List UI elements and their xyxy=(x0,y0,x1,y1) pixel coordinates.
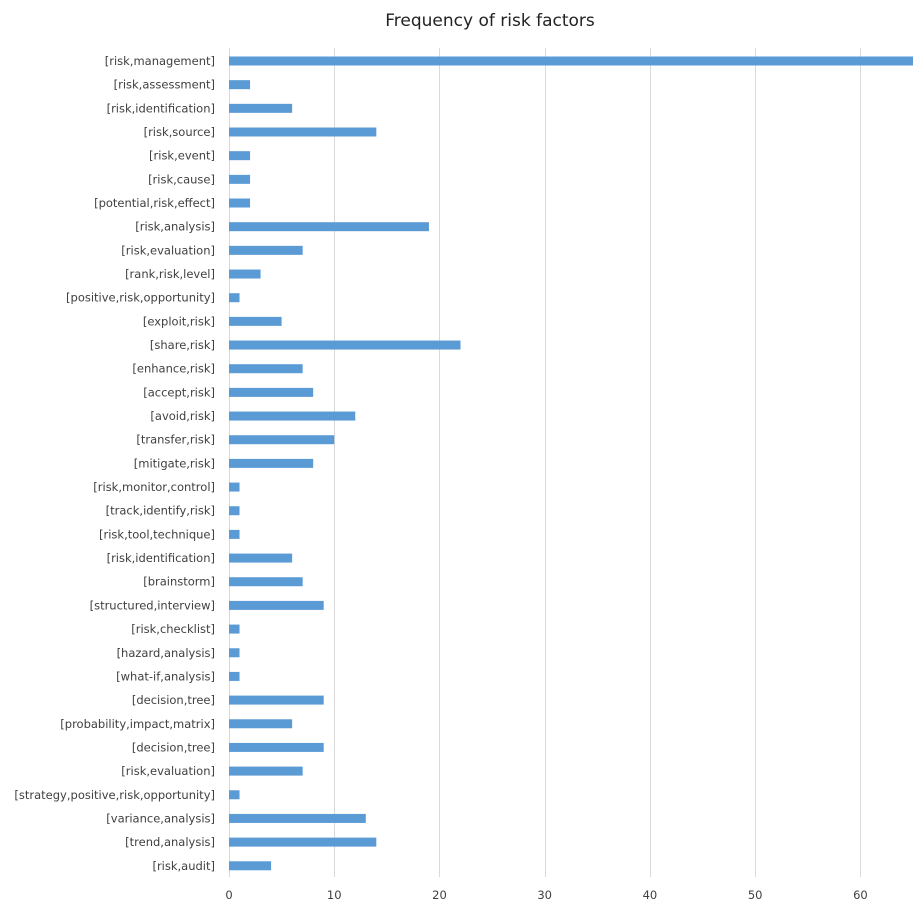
gridlines xyxy=(229,48,861,877)
bar xyxy=(229,458,314,468)
category-label: [risk,checklist] xyxy=(131,622,215,636)
bar xyxy=(229,198,251,208)
bar xyxy=(229,766,303,776)
category-label: [strategy,positive,risk,opportunity] xyxy=(14,788,215,802)
bar xyxy=(229,861,272,871)
bar xyxy=(229,411,356,421)
bar xyxy=(229,293,240,303)
x-tick-label: 50 xyxy=(748,888,763,902)
category-label: [risk,evaluation] xyxy=(121,764,215,778)
category-label: [risk,event] xyxy=(149,149,215,163)
bar xyxy=(229,719,293,729)
bar xyxy=(229,80,251,90)
category-label: [risk,source] xyxy=(144,125,215,139)
category-label: [positive,risk,opportunity] xyxy=(66,291,215,305)
category-label: [exploit,risk] xyxy=(143,314,215,328)
bar xyxy=(229,340,461,350)
category-label: [risk,tool,technique] xyxy=(99,527,215,541)
category-label: [transfer,risk] xyxy=(136,433,215,447)
category-label: [structured,interview] xyxy=(90,598,215,612)
bar xyxy=(229,151,251,161)
chart-title: Frequency of risk factors xyxy=(385,11,595,31)
bar xyxy=(229,506,240,516)
bar xyxy=(229,624,240,634)
bar xyxy=(229,174,251,184)
bar xyxy=(229,648,240,658)
x-tick-labels: 0 10 20 30 40 50 60 xyxy=(225,888,867,902)
category-label: [avoid,risk] xyxy=(150,409,215,423)
category-label: [enhance,risk] xyxy=(132,362,215,376)
category-label: [hazard,analysis] xyxy=(117,646,215,660)
bar xyxy=(229,600,324,610)
bar xyxy=(229,790,240,800)
category-label: [risk,assessment] xyxy=(114,78,215,92)
bars xyxy=(229,56,913,871)
bar xyxy=(229,127,377,137)
category-label: [risk,identification] xyxy=(107,101,215,115)
category-label: [variance,analysis] xyxy=(106,811,215,825)
category-label: [risk,identification] xyxy=(107,551,215,565)
bar xyxy=(229,103,293,113)
x-tick-label: 20 xyxy=(432,888,447,902)
category-label: [what-if,analysis] xyxy=(116,669,215,683)
category-label: [trend,analysis] xyxy=(125,835,215,849)
category-label: [rank,risk,level] xyxy=(125,267,215,281)
bar xyxy=(229,56,913,66)
category-label: [track,identify,risk] xyxy=(106,504,215,518)
category-label: [risk,analysis] xyxy=(135,220,215,234)
bar xyxy=(229,837,377,847)
category-label: [mitigate,risk] xyxy=(134,456,215,470)
category-label: [brainstorm] xyxy=(143,575,215,589)
x-tick-label: 30 xyxy=(537,888,552,902)
bar xyxy=(229,364,303,374)
bar xyxy=(229,671,240,681)
category-label: [risk,monitor,control] xyxy=(93,480,215,494)
category-label: [probability,impact,matrix] xyxy=(60,717,215,731)
bar xyxy=(229,435,335,445)
category-label: [decision,tree] xyxy=(132,740,215,754)
bar xyxy=(229,222,429,232)
x-tick-label: 40 xyxy=(643,888,658,902)
bar xyxy=(229,813,366,823)
bar xyxy=(229,269,261,279)
category-label: [share,risk] xyxy=(150,338,215,352)
x-tick-label: 60 xyxy=(853,888,868,902)
bar xyxy=(229,245,303,255)
bar xyxy=(229,316,282,326)
x-tick-label: 0 xyxy=(225,888,232,902)
bar xyxy=(229,577,303,587)
category-label: [accept,risk] xyxy=(143,385,215,399)
x-tick-label: 10 xyxy=(327,888,342,902)
bar xyxy=(229,695,324,705)
category-label: [decision,tree] xyxy=(132,693,215,707)
bar xyxy=(229,553,293,563)
category-label: [risk,evaluation] xyxy=(121,243,215,257)
bar xyxy=(229,387,314,397)
category-label: [risk,cause] xyxy=(148,172,215,186)
category-label: [risk,audit] xyxy=(152,859,215,873)
category-label: [risk,management] xyxy=(105,54,215,68)
bar xyxy=(229,482,240,492)
bar xyxy=(229,529,240,539)
bar xyxy=(229,742,324,752)
category-label: [potential,risk,effect] xyxy=(94,196,215,210)
category-labels: [risk,management] [risk,assessment] [risk,… xyxy=(14,54,215,873)
